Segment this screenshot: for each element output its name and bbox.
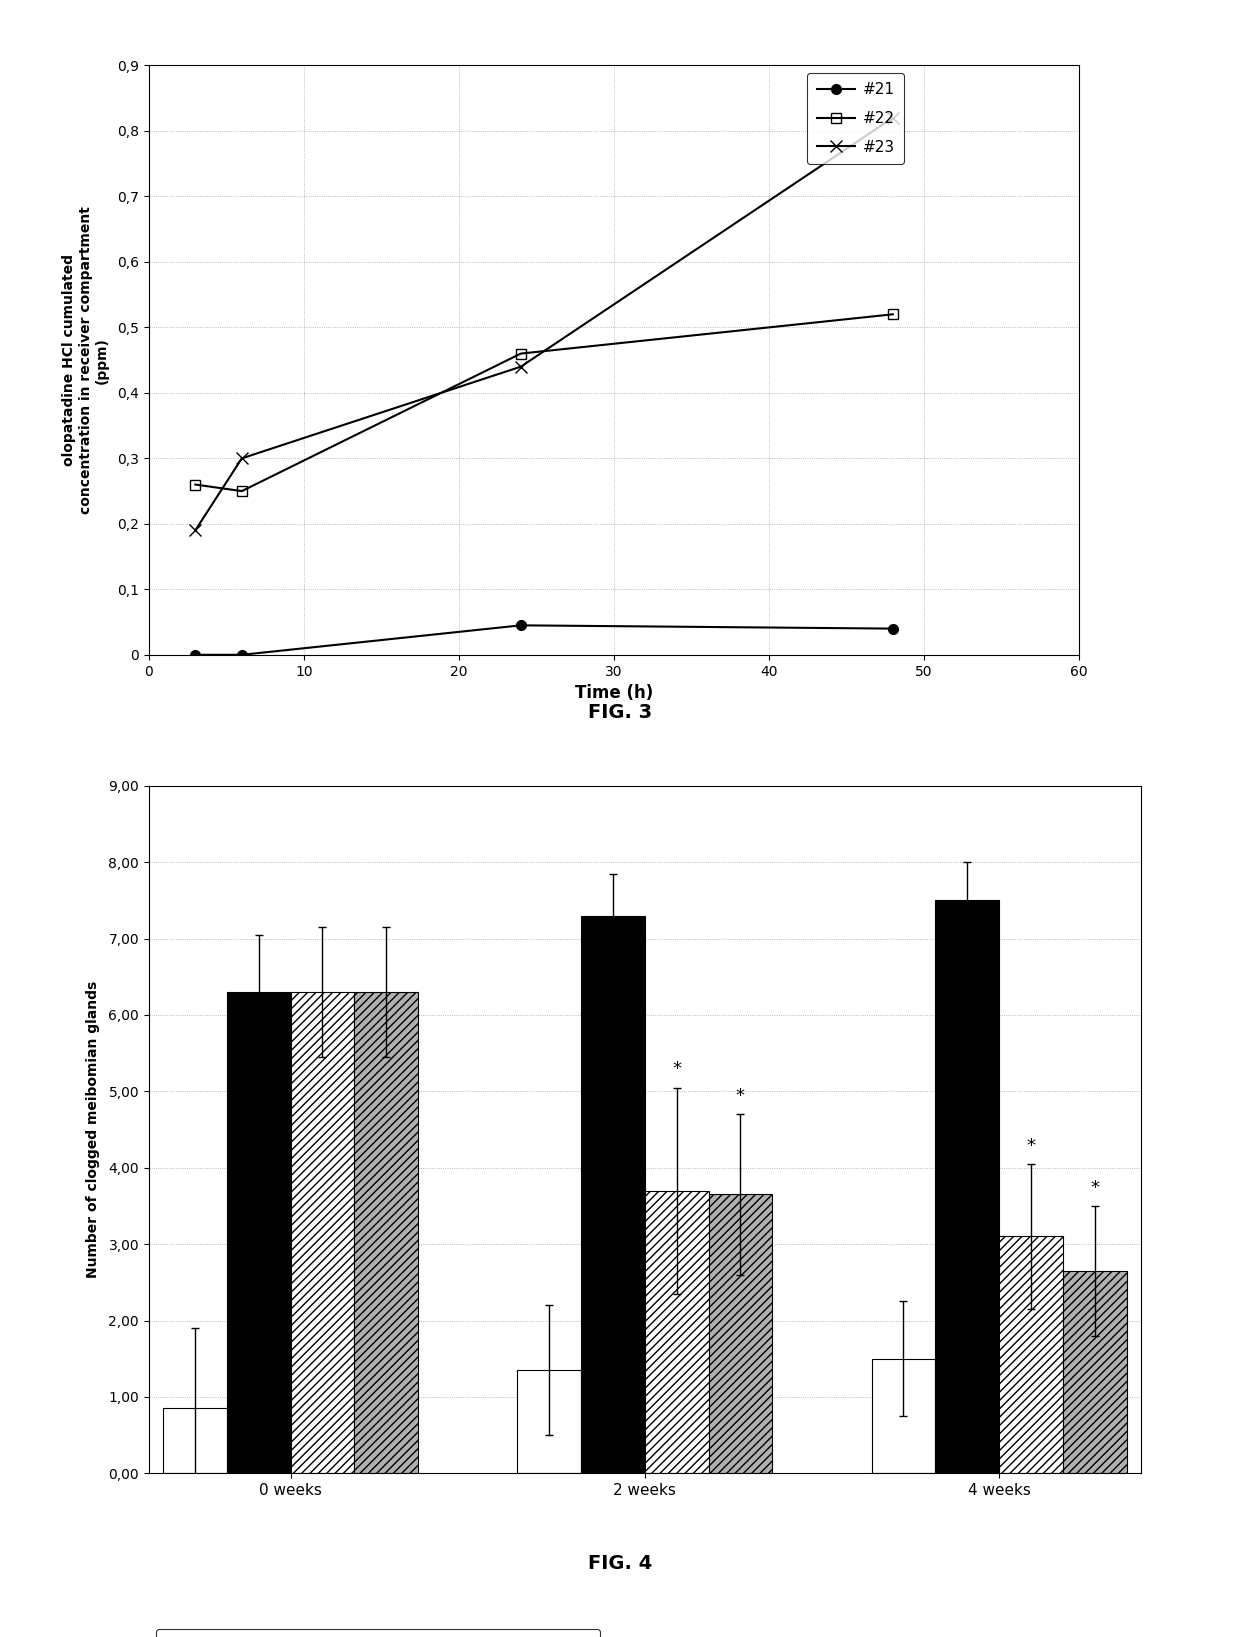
Text: *: * bbox=[737, 1087, 745, 1105]
Bar bbox=[999, 1236, 1063, 1473]
Text: FIG. 4: FIG. 4 bbox=[588, 1554, 652, 1573]
Text: *: * bbox=[1090, 1179, 1099, 1197]
Bar bbox=[290, 992, 355, 1473]
Bar bbox=[708, 1195, 773, 1473]
#23 bbox=[513, 357, 528, 377]
Bar bbox=[162, 1408, 227, 1473]
Bar bbox=[517, 1370, 582, 1473]
Text: FIG. 3: FIG. 3 bbox=[588, 702, 652, 722]
#23 bbox=[885, 108, 900, 128]
#21 bbox=[513, 616, 528, 635]
Bar bbox=[582, 915, 645, 1473]
Bar bbox=[355, 992, 418, 1473]
Bar bbox=[872, 1359, 935, 1473]
#21 bbox=[234, 645, 249, 665]
#23 bbox=[187, 521, 202, 540]
Line: #22: #22 bbox=[191, 309, 898, 496]
#22 bbox=[187, 475, 202, 494]
#22 bbox=[885, 304, 900, 324]
#23 bbox=[234, 449, 249, 468]
Text: *: * bbox=[1027, 1136, 1035, 1154]
Bar bbox=[1063, 1270, 1127, 1473]
Line: #23: #23 bbox=[188, 111, 899, 537]
Bar bbox=[645, 1190, 708, 1473]
Y-axis label: Number of clogged meibomian glands: Number of clogged meibomian glands bbox=[86, 981, 100, 1278]
Bar bbox=[227, 992, 290, 1473]
Bar bbox=[935, 900, 999, 1473]
#22 bbox=[234, 481, 249, 501]
X-axis label: Time (h): Time (h) bbox=[574, 684, 653, 702]
Y-axis label: olopatadine HCl cumulated
concentration in receiver compartment
(ppm): olopatadine HCl cumulated concentration … bbox=[62, 206, 109, 514]
#21 bbox=[885, 619, 900, 638]
#21 bbox=[187, 645, 202, 665]
Line: #21: #21 bbox=[191, 620, 898, 660]
Legend: #21, #22, #23: #21, #22, #23 bbox=[807, 74, 904, 164]
Legend: Normal, Saline, 1% Clarithromycin polyaphron (eyelid), 1% Clarithromycin solutio: Normal, Saline, 1% Clarithromycin polyap… bbox=[156, 1629, 600, 1637]
#22 bbox=[513, 344, 528, 363]
Text: *: * bbox=[672, 1061, 681, 1079]
